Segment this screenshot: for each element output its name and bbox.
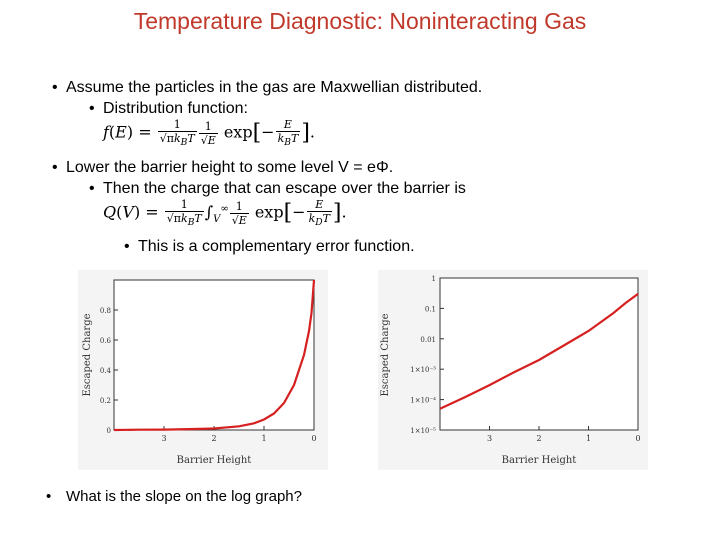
- bullet-distribution: Distribution function:: [89, 99, 248, 119]
- log-chart: 1 0.1 0.01 1×10⁻³ 1×10⁻⁴ 1×10⁻⁵ 3 2 1 0 Escaped …: [378, 270, 648, 470]
- x-tick-label: 2: [211, 434, 216, 443]
- bullet-maxwellian: Assume the particles in the gas are Maxw…: [52, 78, 482, 98]
- y-tick-label: 0.4: [100, 367, 112, 375]
- y-tick-label: 1×10⁻³: [410, 366, 436, 374]
- x-tick-label: 1: [261, 434, 266, 443]
- y-tick-label: 0.01: [420, 336, 436, 344]
- plot-area: [439, 277, 639, 431]
- series-line: [439, 293, 639, 410]
- bullet-escape: Then the charge that can escape over the…: [89, 179, 466, 199]
- x-tick-label: 3: [161, 434, 166, 443]
- slide-title: Temperature Diagnostic: Noninteracting G…: [133, 8, 587, 34]
- bullet-barrier: Lower the barrier height to some level V…: [52, 158, 393, 178]
- series-line: [113, 279, 316, 432]
- y-tick-label: 0.2: [100, 397, 111, 405]
- x-axis-label: Barrier Height: [177, 455, 252, 466]
- plot-area: [113, 279, 315, 431]
- bullet-erfc: This is a complementary error function.: [124, 237, 415, 257]
- x-tick-label: 1: [586, 434, 591, 443]
- x-tick-label: 0: [635, 434, 640, 443]
- y-tick-label: 0.8: [100, 307, 111, 315]
- y-tick-label: 1: [432, 275, 436, 283]
- x-axis-label: Barrier Height: [502, 455, 577, 466]
- x-tick-label: 2: [536, 434, 541, 443]
- y-tick-label: 0.1: [425, 305, 436, 313]
- linear-chart: 0.8 0.6 0.4 0.2 0 3 2 1 0 Escaped Charge Barrie…: [78, 270, 328, 470]
- y-tick-label: 0: [107, 427, 111, 435]
- y-axis-label: Escaped Charge: [82, 313, 93, 396]
- y-tick-label: 1×10⁻⁵: [410, 427, 436, 435]
- question-text: What is the slope on the log graph?: [46, 488, 302, 505]
- y-tick-label: 0.6: [100, 337, 112, 345]
- x-tick-label: 0: [311, 434, 316, 443]
- x-tick-label: 3: [487, 434, 492, 443]
- y-axis-label: Escaped Charge: [380, 313, 391, 396]
- y-tick-label: 1×10⁻⁴: [410, 397, 436, 405]
